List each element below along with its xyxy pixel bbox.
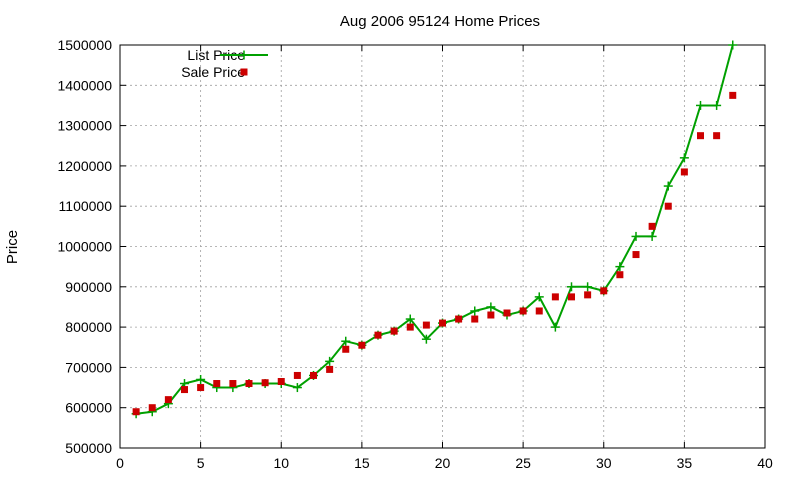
sale-price-point xyxy=(519,307,527,315)
sale-price-point xyxy=(293,371,301,379)
x-tick-label: 5 xyxy=(197,455,205,471)
list-price-point xyxy=(712,100,722,110)
y-tick-label: 1400000 xyxy=(57,77,112,93)
series-layer xyxy=(131,40,738,419)
sale-price-point xyxy=(342,345,350,353)
sale-price-point xyxy=(455,315,463,323)
list-price-point xyxy=(550,322,560,332)
list-price-point xyxy=(631,231,641,241)
sale-price-point xyxy=(422,321,430,329)
list-price-point xyxy=(486,302,496,312)
y-tick-label: 600000 xyxy=(65,400,112,416)
sale-price-point xyxy=(535,307,543,315)
x-tick-label: 0 xyxy=(116,455,124,471)
sale-price-point xyxy=(503,309,511,317)
sale-price-point xyxy=(471,315,479,323)
list-price-point xyxy=(341,336,351,346)
y-tick-label: 1500000 xyxy=(57,37,112,53)
x-tick-label: 30 xyxy=(596,455,612,471)
ticks: 0 5 10 15 20 25 30 35 40 500000 600000 700000 800000… xyxy=(57,37,773,471)
sale-price-point xyxy=(584,291,592,299)
sale-price-point xyxy=(616,271,624,279)
sale-price-point xyxy=(245,380,253,388)
x-tick-label: 15 xyxy=(354,455,370,471)
sale-price-point xyxy=(680,168,688,176)
y-tick-label: 1200000 xyxy=(57,158,112,174)
legend-label-1: Sale Price xyxy=(181,64,245,80)
list-price-point xyxy=(583,282,593,292)
y-tick-label: 900000 xyxy=(65,279,112,295)
sale-price-point xyxy=(729,91,737,99)
x-tick-label: 25 xyxy=(515,455,531,471)
sale-price-point xyxy=(568,293,575,301)
sale-price-point xyxy=(326,365,334,373)
sale-price-point xyxy=(713,132,721,140)
sale-price-point xyxy=(310,371,317,379)
sale-price-point xyxy=(648,222,656,230)
series-line-list-price xyxy=(136,44,734,415)
y-tick-label: 800000 xyxy=(65,319,112,335)
list-price-point xyxy=(663,181,673,191)
sale-price-point xyxy=(487,311,495,319)
legend-label-0: List Price xyxy=(187,47,245,63)
sale-price-point xyxy=(229,380,237,388)
sale-price-point xyxy=(277,378,285,386)
sale-price-point xyxy=(148,404,156,412)
list-price-point xyxy=(325,356,335,366)
y-tick-label: 500000 xyxy=(65,440,112,456)
list-price-point xyxy=(421,334,431,344)
list-price-point xyxy=(405,314,415,324)
x-tick-label: 40 xyxy=(757,455,773,471)
sale-price-point xyxy=(406,323,414,331)
sale-price-point xyxy=(439,319,446,327)
list-price-point xyxy=(647,231,657,241)
legend-marker-list-price xyxy=(239,50,249,60)
y-tick-label: 700000 xyxy=(65,359,112,375)
sale-price-point xyxy=(697,132,704,140)
sale-price-point xyxy=(632,251,640,259)
sale-price-point xyxy=(551,293,559,301)
list-price-point xyxy=(567,282,576,292)
sale-price-point xyxy=(213,380,221,388)
sale-price-point xyxy=(390,327,398,335)
sale-price-point xyxy=(181,386,188,394)
list-price-point xyxy=(679,153,689,163)
series-1 xyxy=(132,91,737,416)
y-tick-label: 1100000 xyxy=(59,198,113,214)
y-tick-label: 1300000 xyxy=(57,118,112,134)
sale-price-point xyxy=(197,384,205,392)
sale-price-point xyxy=(164,396,172,404)
list-price-point xyxy=(534,292,544,302)
chart-title: Aug 2006 95124 Home Prices xyxy=(340,13,540,30)
x-tick-label: 10 xyxy=(273,455,289,471)
sale-price-point xyxy=(358,341,366,349)
list-price-point xyxy=(292,383,302,393)
y-tick-label: 1000000 xyxy=(57,239,112,255)
sale-price-point xyxy=(664,202,672,210)
y-axis-label: Price xyxy=(4,230,21,264)
sale-price-point xyxy=(261,379,269,387)
list-price-point xyxy=(470,306,480,316)
x-tick-label: 35 xyxy=(677,455,693,471)
list-price-point xyxy=(615,262,625,272)
list-price-point xyxy=(728,40,738,50)
legend-marker-sale-price xyxy=(240,68,248,76)
sale-price-point xyxy=(132,408,140,416)
sale-price-point xyxy=(374,331,382,339)
list-price-point xyxy=(196,374,206,384)
sale-price-point xyxy=(600,287,608,295)
series-0 xyxy=(131,40,738,419)
list-price-point xyxy=(696,100,705,110)
x-tick-label: 20 xyxy=(435,455,451,471)
